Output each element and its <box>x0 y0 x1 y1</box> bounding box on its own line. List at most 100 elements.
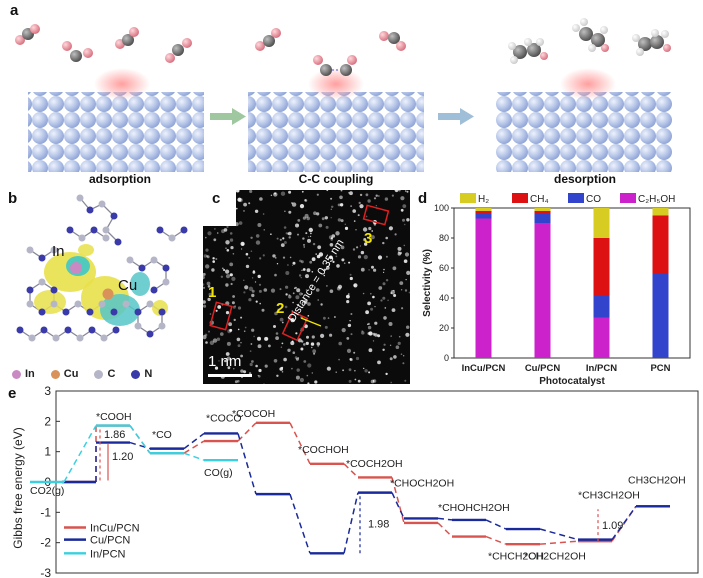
state-label: CO2(g) <box>30 485 64 497</box>
atom-speck <box>384 307 387 309</box>
atom-speck <box>401 307 404 310</box>
atom-speck <box>306 374 309 377</box>
atom-speck <box>248 372 252 375</box>
state-label: *CH3CH2OH <box>578 490 640 502</box>
y-tick-label: 80 <box>439 233 449 243</box>
atom-speck <box>230 282 233 286</box>
atom-speck <box>365 215 368 218</box>
atom-speck <box>311 335 315 339</box>
atom-speck <box>405 279 407 281</box>
atom-speck <box>384 197 389 201</box>
atom-speck <box>289 256 292 259</box>
atom-speck <box>400 196 405 201</box>
atom-speck <box>212 260 215 263</box>
atom-speck <box>352 248 356 251</box>
atom-speck <box>370 292 372 295</box>
atom-speck <box>288 236 291 239</box>
atom-speck <box>302 237 305 240</box>
atom-speck <box>347 323 352 328</box>
energy-connector <box>183 452 205 461</box>
energy-connector <box>611 505 637 541</box>
atom-speck <box>279 238 282 241</box>
atom-speck <box>349 276 353 281</box>
atom-speck <box>338 341 342 346</box>
energy-connector <box>63 425 97 483</box>
atom-speck <box>233 368 235 370</box>
atom-speck <box>316 342 321 346</box>
atom-speck <box>349 191 353 196</box>
atom-speck <box>216 337 221 341</box>
atom-speck <box>258 368 262 373</box>
atom-speck <box>402 362 405 365</box>
atom-speck <box>240 316 243 319</box>
bar-segment-co <box>652 274 669 358</box>
atom-speck <box>357 379 361 383</box>
atom-speck <box>226 225 229 228</box>
atom-speck <box>338 358 340 361</box>
atom-speck <box>350 205 352 207</box>
atom-speck <box>272 254 276 258</box>
atom-speck <box>231 276 236 281</box>
atom-speck <box>262 254 265 257</box>
energy-connector <box>289 493 311 554</box>
atom-speck <box>236 337 241 342</box>
atom-speck <box>280 243 285 247</box>
y-tick-label: 20 <box>439 323 449 333</box>
atom-speck <box>311 257 316 262</box>
atom-speck <box>274 273 277 277</box>
atom-speck <box>329 289 334 293</box>
atom-speck <box>354 378 357 381</box>
atom-speck <box>306 268 311 273</box>
atom-speck <box>330 238 334 241</box>
atom-speck <box>403 244 406 247</box>
atom-speck <box>378 195 380 197</box>
atom-speck <box>346 300 350 304</box>
atom-speck <box>237 328 240 331</box>
atom-speck <box>261 308 265 312</box>
atom-speck <box>402 204 407 208</box>
scale-bar <box>208 374 252 377</box>
atom-speck <box>352 209 356 213</box>
atom-speck <box>292 301 294 304</box>
atom-speck <box>270 233 272 235</box>
distance-marker <box>300 317 322 327</box>
atom-speck <box>406 190 409 193</box>
atom-speck <box>346 337 350 340</box>
atom-speck <box>262 213 265 215</box>
atom-speck <box>315 253 317 255</box>
atom-speck <box>281 342 284 345</box>
atom-speck <box>406 325 410 329</box>
atom-speck <box>205 248 209 252</box>
atom-speck <box>290 318 295 323</box>
atom-speck <box>225 240 230 245</box>
atom-speck <box>389 344 392 346</box>
panel-a-label: a <box>10 2 19 19</box>
atom-speck <box>399 281 404 285</box>
energy-connector <box>129 425 151 454</box>
atom-speck <box>208 330 210 333</box>
atom-speck <box>264 336 269 341</box>
atom-speck <box>383 268 385 271</box>
atom-speck <box>249 190 253 193</box>
atom-speck <box>373 197 377 200</box>
atom-speck <box>215 309 218 312</box>
atom-speck <box>354 370 356 372</box>
atom-speck <box>251 360 254 363</box>
atom-speck <box>299 377 304 383</box>
atom-speck <box>279 317 284 322</box>
atom-speck <box>290 341 295 346</box>
atom-speck <box>257 223 262 227</box>
bar-segment-ch4 <box>593 238 610 295</box>
atom-speck <box>275 336 279 340</box>
atom-speck <box>312 349 317 354</box>
atom-speck <box>353 283 358 288</box>
atom-speck <box>400 289 403 291</box>
atom-speck <box>303 298 306 300</box>
atom-speck <box>291 367 293 370</box>
atom-speck <box>238 221 243 225</box>
atom-speck <box>233 318 236 322</box>
atom-speck <box>336 286 341 291</box>
atom-speck <box>211 268 215 272</box>
site-label-2: 2 <box>276 300 285 317</box>
